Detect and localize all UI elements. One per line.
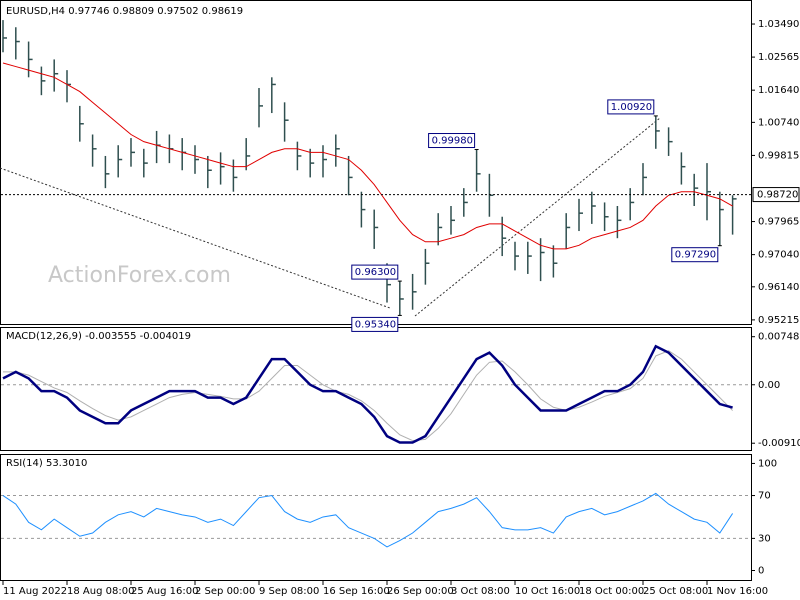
x-tick-label: 25 Oct 08:00 [643,586,708,597]
y-tick-label: -0.009104 [758,438,800,449]
y-tick-label: 1.03490 [758,19,799,30]
annotation-box [671,247,719,263]
y-tick-label: 0.007486 [758,332,800,343]
y-tick-label: 1.00740 [758,117,799,128]
annotation-box [428,133,476,149]
x-tick-label: 25 Aug 16:00 [131,586,198,597]
x-tick-label: 9 Sep 08:00 [259,586,319,597]
annotation-label: 0.95340 [355,319,396,330]
macd-header: MACD(12,26,9) -0.003555 -0.004019 [6,331,191,342]
watermark: ActionForex.com [48,263,231,288]
indicator-line [2,344,733,444]
trend-line [414,117,661,317]
y-tick-label: 0.99815 [758,150,799,161]
annotation-label: 0.96300 [355,267,396,278]
x-tick-label: 1 Nov 16:00 [707,586,768,597]
rsi-panel-frame [0,454,752,581]
y-tick-label: 0.96140 [758,282,799,293]
y-tick-label: 0 [758,566,764,577]
y-tick-label: 70 [758,491,771,502]
indicator-line [3,350,733,442]
x-tick-label: 18 Aug 08:00 [67,586,134,597]
x-tick-label: 18 Oct 00:00 [579,586,644,597]
y-tick-label: 0.00 [758,380,780,391]
trend-line [0,167,391,309]
annotation-box [607,99,655,115]
annotation-box [351,264,399,280]
x-tick-label: 10 Oct 16:00 [515,586,580,597]
annotation-label: 1.00920 [611,102,652,113]
y-tick-label: 1.02565 [758,52,799,63]
x-tick-label: 11 Aug 2022 [3,586,67,597]
price-header: EURUSD,H4 0.97746 0.98809 0.97502 0.9861… [6,6,243,17]
macd-panel-frame [0,327,752,451]
indicator-line [2,492,734,548]
y-tick-label: 0.97965 [758,217,799,228]
x-tick-label: 16 Sep 16:00 [323,586,390,597]
x-tick-label: 3 Oct 08:00 [451,586,510,597]
annotation-label: 0.97290 [675,250,716,261]
y-tick-label: 30 [758,533,771,544]
y-tick-label: 0.97040 [758,250,799,261]
x-tick-label: 2 Sep 00:00 [195,586,255,597]
x-tick-label: 26 Sep 00:00 [387,586,454,597]
annotation-label: 0.99980 [432,136,473,147]
annotation-box [351,316,399,332]
rsi-header: RSI(14) 53.3010 [6,458,87,469]
y-tick-label: 1.01640 [758,85,799,96]
price-box [752,187,800,203]
y-tick-label: 100 [758,458,777,469]
price-box-label: 0.98720 [757,190,798,201]
y-tick-label: 0.95215 [758,315,799,326]
moving-average [2,62,733,250]
